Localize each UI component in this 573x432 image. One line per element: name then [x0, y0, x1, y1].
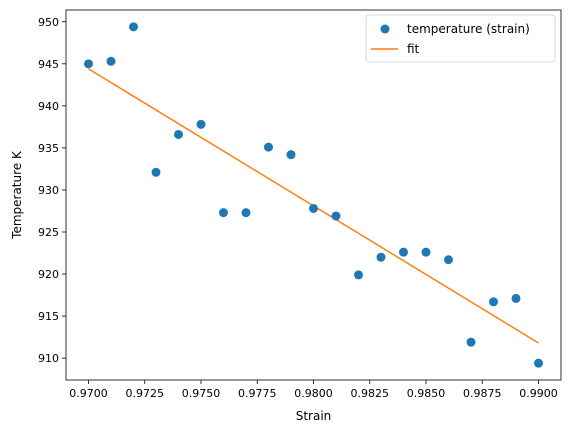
data-point: [534, 358, 543, 368]
data-point: [444, 255, 453, 265]
data-point: [511, 293, 521, 303]
data-point: [489, 297, 498, 307]
data-point: [241, 208, 251, 218]
legend-frame: [365, 14, 556, 63]
y-tick-label: 910: [38, 352, 59, 365]
legend-label-points: temperature (strain): [407, 22, 530, 36]
y-tick-label: 940: [38, 100, 59, 113]
x-tick-label: 0.9775: [238, 387, 277, 400]
data-point: [129, 22, 138, 32]
data-point: [466, 337, 476, 347]
data-point: [196, 119, 206, 129]
y-tick-label: 915: [38, 310, 59, 323]
y-axis-label: Temperature K: [10, 150, 24, 240]
data-point: [84, 59, 93, 69]
legend: temperature (strain) fit: [365, 14, 556, 63]
y-axis: 910 915 920 925 930 935 940 945 950: [38, 16, 66, 365]
y-tick-label: 935: [38, 142, 59, 155]
y-tick-label: 920: [38, 268, 59, 281]
x-tick-label: 0.9850: [407, 387, 446, 400]
legend-marker-points: [380, 24, 390, 34]
data-point: [219, 208, 228, 218]
data-point: [354, 270, 363, 280]
y-tick-label: 945: [38, 58, 59, 71]
x-axis: 0.9700 0.9725 0.9750 0.9775 0.9800 0.9825 0.98…: [69, 380, 558, 400]
data-point: [376, 252, 386, 262]
y-tick-label: 925: [38, 226, 59, 239]
data-point: [106, 56, 116, 66]
data-point: [286, 150, 296, 160]
x-tick-label: 0.9800: [294, 387, 333, 400]
x-tick-label: 0.9900: [519, 387, 558, 400]
data-point: [331, 211, 341, 221]
plot-area: [66, 10, 561, 380]
data-point: [264, 142, 273, 152]
data-point: [421, 247, 431, 257]
x-tick-label: 0.9725: [126, 387, 165, 400]
x-tick-label: 0.9875: [463, 387, 502, 400]
x-tick-label: 0.9750: [182, 387, 221, 400]
x-axis-label: Strain: [296, 409, 332, 423]
y-tick-label: 930: [38, 184, 59, 197]
x-tick-label: 0.9700: [69, 387, 108, 400]
y-tick-label: 950: [38, 16, 59, 29]
data-point: [174, 129, 183, 139]
data-point: [151, 167, 161, 177]
data-point: [309, 203, 318, 213]
legend-label-fit: fit: [407, 42, 420, 56]
x-tick-label: 0.9825: [351, 387, 390, 400]
points-layer: [84, 22, 543, 368]
data-point: [399, 247, 408, 257]
